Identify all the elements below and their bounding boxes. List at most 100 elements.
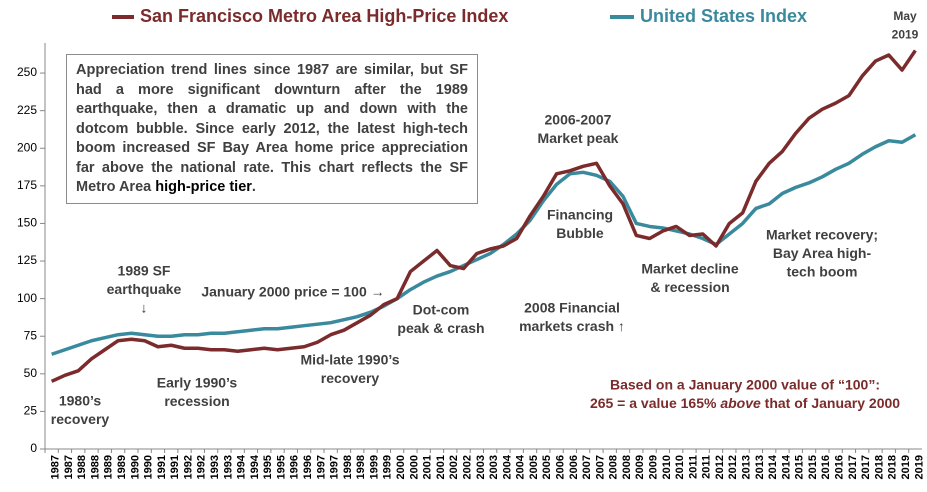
y-tick-label: 100 [17, 291, 37, 305]
x-tick-label: 1989 [103, 455, 115, 479]
x-tick-label: 1994 [236, 454, 248, 479]
x-tick-label: 2013 [741, 455, 753, 479]
annotation: 1980’s [59, 393, 102, 409]
x-tick-label: 1989 [116, 455, 128, 479]
annotation: peak & crash [397, 320, 484, 336]
x-tick-label: 2019 [900, 455, 912, 479]
note: Based on a January 2000 value of “100”: [610, 377, 880, 393]
x-tick-label: 2003 [475, 455, 487, 479]
x-tick-label: 1988 [76, 455, 88, 479]
annotation: earthquake [107, 281, 182, 297]
annotation: recession [164, 393, 229, 409]
x-tick-label: 2012 [727, 455, 739, 479]
series-line [50, 49, 917, 383]
x-tick-label: 1992 [196, 455, 208, 479]
x-tick-label: 2004 [501, 454, 513, 479]
annotation: 2008 Financial [524, 300, 620, 316]
x-tick-label: 2006 [568, 455, 580, 479]
note-part: that of January 2000 [761, 395, 900, 411]
x-tick-label: 2001 [422, 455, 434, 479]
legend-label: San Francisco Metro Area High-Price Inde… [140, 6, 508, 26]
x-tick-label: 2009 [648, 455, 660, 479]
annotation: Early 1990’s [157, 375, 238, 391]
y-tick-label: 75 [24, 328, 38, 342]
x-tick-label: 1990 [143, 455, 155, 479]
box-bold: high-price tier [155, 179, 252, 195]
y-tick-label: 50 [24, 366, 38, 380]
x-tick-label: 2011 [687, 455, 699, 479]
x-tick-label: 2017 [860, 455, 872, 479]
x-tick-label: 1994 [249, 454, 261, 479]
text-box: Appreciation trend lines since 1987 are … [66, 54, 478, 204]
x-tick-label: 2006 [554, 455, 566, 479]
annotation: tech boom [787, 264, 858, 280]
x-tick-label: 2004 [515, 454, 527, 479]
y-tick-label: 200 [17, 140, 37, 154]
y-tick-label: 125 [17, 253, 37, 267]
x-tick-label: 2001 [435, 455, 447, 479]
x-tick-label: 2014 [767, 454, 779, 479]
x-tick-label: 2007 [581, 455, 593, 479]
y-tick-label: 150 [17, 216, 37, 230]
x-tick-label: 1995 [275, 455, 287, 479]
legend-label: United States Index [640, 6, 807, 26]
x-tick-label: 2000 [408, 455, 420, 479]
x-tick-label: 2010 [661, 455, 673, 479]
x-tick-label: 1993 [209, 455, 221, 479]
series-line [51, 133, 917, 356]
y-tick-label: 225 [17, 103, 37, 117]
annotation: recovery [51, 411, 110, 427]
x-tick-label: 1991 [156, 455, 168, 479]
x-tick-label: 1988 [89, 455, 101, 479]
x-tick-label: 2010 [674, 455, 686, 479]
x-tick-label: 2018 [887, 455, 899, 479]
box-text: Appreciation trend lines since 1987 are … [76, 62, 468, 195]
x-tick-label: 1987 [50, 455, 62, 479]
x-tick-label: 2011 [701, 455, 713, 479]
x-tick-label: 2016 [820, 455, 832, 479]
annotation: Bubble [556, 225, 604, 241]
annotation: 2019 [892, 28, 919, 42]
annotation: Dot-com [413, 302, 470, 318]
x-tick-label: 2005 [528, 455, 540, 479]
note-part: above [720, 395, 761, 411]
x-tick-label: 1991 [169, 455, 181, 479]
x-tick-label: 2015 [794, 455, 806, 479]
y-tick-label: 25 [24, 404, 38, 418]
x-tick-label: 2007 [594, 455, 606, 479]
y-tick-label: 0 [30, 441, 37, 455]
x-tick-label: 2002 [461, 455, 473, 479]
x-tick-label: 1998 [342, 455, 354, 479]
annotation: Market decline [641, 261, 738, 277]
x-tick-label: 2019 [913, 455, 925, 479]
x-tick-label: 1996 [289, 455, 301, 479]
x-tick-label: 1999 [382, 455, 394, 479]
y-tick-label: 175 [17, 178, 37, 192]
x-tick-label: 2008 [608, 455, 620, 479]
x-tick-label: 1990 [129, 455, 141, 479]
box-text: . [251, 179, 256, 195]
x-tick-label: 2008 [621, 455, 633, 479]
x-tick-label: 1999 [368, 455, 380, 479]
x-tick-label: 2002 [448, 455, 460, 479]
x-tick-label: 1997 [329, 455, 341, 479]
x-tick-label: 2016 [834, 455, 846, 479]
x-tick-label: 2013 [754, 455, 766, 479]
x-tick-label: 2009 [634, 455, 646, 479]
annotation: May [893, 9, 917, 23]
note-part: 265 = a value 165% [590, 395, 720, 411]
x-tick-label: 2000 [395, 455, 407, 479]
annotation: 1989 SF [118, 263, 171, 279]
x-tick-label: 2014 [780, 454, 792, 479]
annotation: ↓ [141, 300, 148, 316]
x-tick-label: 1992 [182, 455, 194, 479]
x-tick-label: 1993 [222, 455, 234, 479]
annotation: Market recovery; [766, 227, 878, 243]
annotation: 2006-2007 [545, 112, 612, 128]
x-tick-label: 2012 [714, 455, 726, 479]
x-tick-label: 2018 [873, 455, 885, 479]
x-tick-label: 1998 [355, 455, 367, 479]
annotation: Financing [547, 207, 613, 223]
